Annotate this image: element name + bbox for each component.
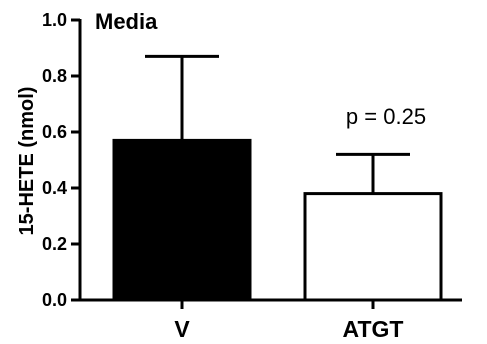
chart-title: Media <box>95 9 158 34</box>
y-tick-label-5: 1.0 <box>42 10 67 30</box>
plot-area: V ATGT 0.0 0.2 0.4 0.6 0.8 1.0 <box>42 10 462 342</box>
y-tick-label-1: 0.2 <box>42 234 67 254</box>
bar-atgt <box>305 194 441 300</box>
y-axis-label: 15-HETE (nmol) <box>16 87 38 236</box>
y-tick-label-2: 0.4 <box>42 178 67 198</box>
category-label-0: V <box>174 316 190 342</box>
y-tick-label-4: 0.8 <box>42 66 67 86</box>
category-label-1: ATGT <box>343 316 404 342</box>
p-value-annotation: p = 0.25 <box>346 104 426 129</box>
y-tick-label-0: 0.0 <box>42 290 67 310</box>
bar-v <box>114 140 250 300</box>
y-tick-label-3: 0.6 <box>42 122 67 142</box>
